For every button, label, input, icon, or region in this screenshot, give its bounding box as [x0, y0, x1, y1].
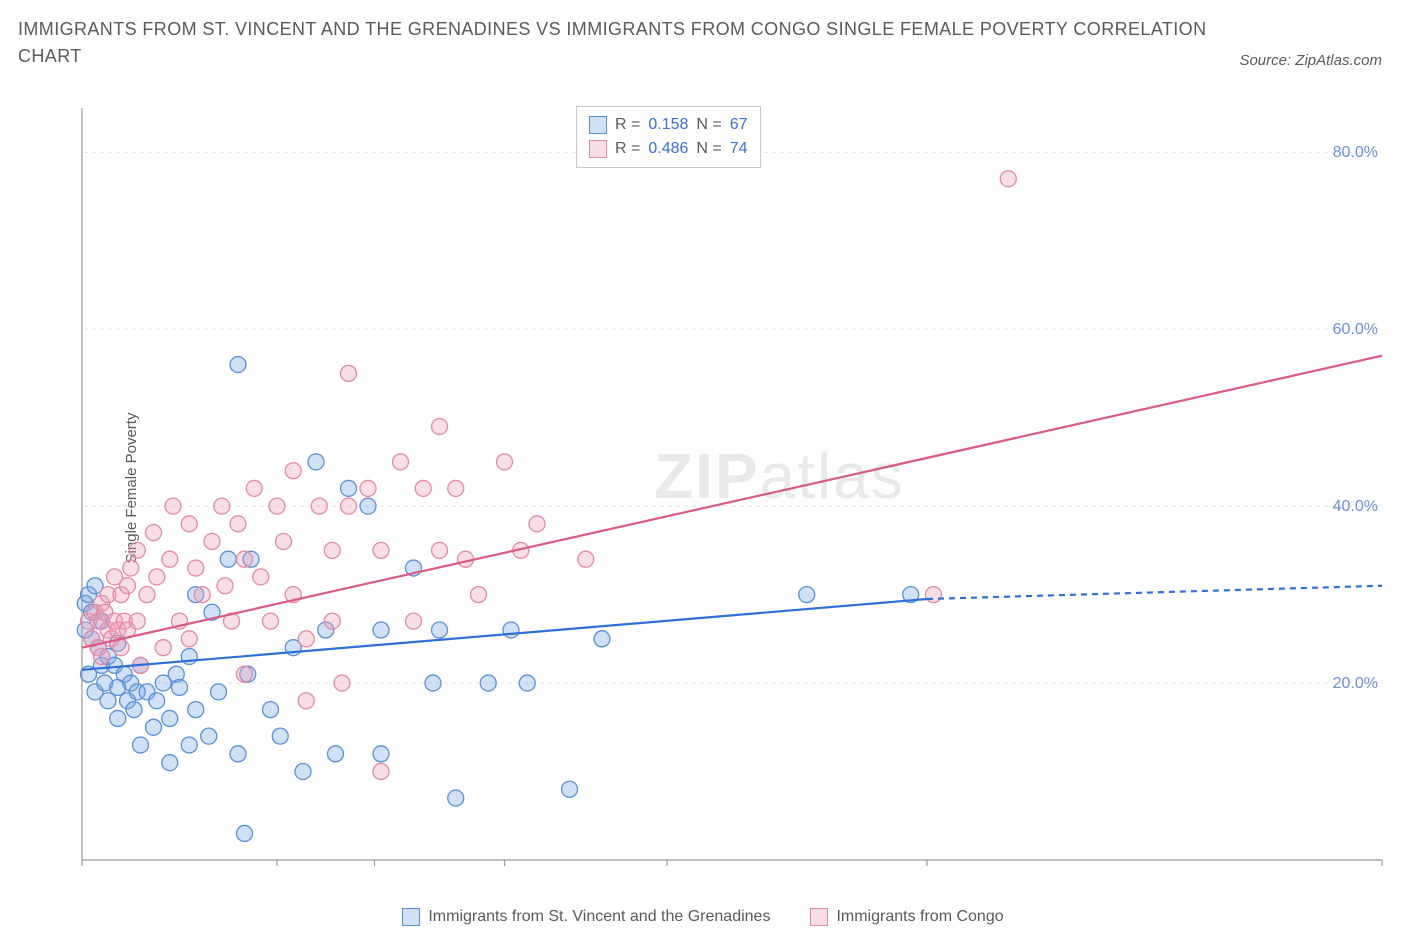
svg-text:20.0%: 20.0% [1333, 675, 1378, 692]
legend-label: Immigrants from Congo [836, 908, 1003, 926]
stat-legend: R = 0.158 N = 67 R = 0.486 N = 74 [576, 106, 761, 168]
bottom-legend-item: Immigrants from St. Vincent and the Gren… [402, 908, 770, 926]
legend-label: Immigrants from St. Vincent and the Gren… [428, 908, 770, 926]
bottom-legend: Immigrants from St. Vincent and the Gren… [0, 908, 1406, 926]
legend-swatch [402, 908, 420, 926]
stat-legend-row: R = 0.158 N = 67 [589, 113, 748, 137]
chart-title: IMMIGRANTS FROM ST. VINCENT AND THE GREN… [18, 16, 1266, 70]
legend-swatch [589, 116, 607, 134]
chart-area: Single Female Poverty 20.0%40.0%60.0%80.… [48, 108, 1388, 868]
legend-swatch [810, 908, 828, 926]
source-label: Source: ZipAtlas.com [1239, 52, 1382, 69]
stat-legend-row: R = 0.486 N = 74 [589, 137, 748, 161]
svg-text:40.0%: 40.0% [1333, 498, 1378, 515]
scatter-chart: 20.0%40.0%60.0%80.0%0.0%4.0% [48, 108, 1388, 866]
svg-text:80.0%: 80.0% [1333, 144, 1378, 161]
bottom-legend-item: Immigrants from Congo [810, 908, 1003, 926]
svg-text:60.0%: 60.0% [1333, 321, 1378, 338]
legend-swatch [589, 140, 607, 158]
